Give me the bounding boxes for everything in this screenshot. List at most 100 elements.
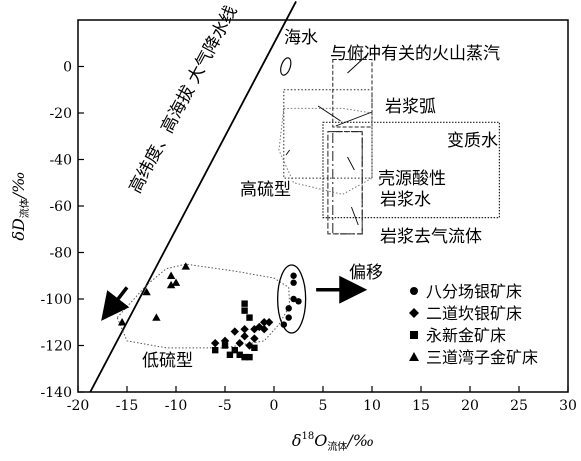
label-metamorphic-water: 变质水 — [447, 131, 498, 151]
label-high-sulfidation: 高硫型 — [240, 180, 291, 200]
x-tick-label: -15 — [116, 398, 139, 414]
label-seawater: 海水 — [284, 28, 318, 48]
x-tick-label: -20 — [67, 398, 90, 414]
y-axis-title: δD流体/‰ — [9, 171, 31, 240]
meteoric-line-layer — [89, 0, 373, 393]
label-felsic-magma-water-line1: 壳源酸性 — [378, 169, 446, 189]
legend-marker-diamond — [409, 308, 419, 318]
legend-marker-square — [410, 331, 418, 339]
y-tick-label: 0 — [63, 60, 72, 76]
y-tick-label: -40 — [49, 153, 72, 169]
legend-marker-circle — [410, 287, 418, 295]
meteoric-arrow — [101, 286, 130, 321]
data-point-diamond — [260, 325, 269, 334]
data-point-square — [221, 342, 229, 349]
x-axis-title: δ18O流体/‰ — [292, 431, 374, 453]
data-point-square — [231, 346, 238, 354]
data-point-diamond — [245, 341, 254, 350]
degassed-leader — [350, 206, 359, 226]
degassed-magma-box — [327, 131, 363, 235]
x-title-sub: 流体 — [327, 440, 347, 453]
series-group — [280, 272, 302, 328]
data-point-diamond — [211, 338, 220, 348]
legend-label: 二道坎银矿床 — [426, 304, 522, 323]
region-boxes — [280, 54, 500, 235]
volcanic-vapor-box — [332, 59, 373, 128]
seawater-ellipse — [280, 57, 292, 76]
data-point-square — [241, 300, 248, 307]
data-point-diamond — [240, 325, 249, 334]
data-point-diamond — [240, 332, 249, 341]
bafenchang-ellipse — [276, 264, 307, 334]
y-tick-label: -120 — [41, 339, 72, 355]
x-tick-label: 10 — [363, 398, 381, 414]
series-group — [212, 300, 258, 361]
high-sulfidation-envelope — [278, 107, 373, 195]
data-point-triangle — [152, 313, 161, 321]
label-low-sulfidation: 低硫型 — [142, 351, 193, 371]
x-tick-label: 0 — [270, 398, 279, 414]
data-point-diamond — [260, 318, 269, 327]
meteoric-water-line — [89, 0, 297, 393]
x-tick-label: 20 — [461, 398, 479, 414]
x-tick-label: -5 — [218, 398, 232, 414]
y-tick-label: -20 — [49, 106, 72, 122]
series-group — [211, 318, 274, 350]
x-tick-label: 15 — [412, 398, 430, 414]
label-shift: 偏移 — [349, 263, 383, 283]
data-point-square — [241, 307, 248, 314]
data-point-circle — [290, 279, 297, 286]
label-volcanic-vapor: 与俯冲有关的火山蒸汽 — [330, 44, 500, 64]
axes-frame: -20 -15 -10 -5 0 5 10 15 20 25 30 -140 -120 -100 -80 -6… — [41, 19, 577, 414]
legend-label: 三道湾子金矿床 — [426, 348, 538, 367]
x-tick-label: 25 — [510, 398, 528, 414]
y-title-base: D — [9, 218, 28, 232]
data-point-square — [236, 351, 243, 358]
data-point-square — [246, 314, 253, 321]
data-point-triangle — [181, 262, 190, 270]
y-tick-label: -60 — [49, 199, 72, 215]
legend-marker-triangle — [409, 352, 419, 361]
x-title-base: O — [314, 431, 327, 450]
y-title-unit: /‰ — [9, 171, 28, 200]
data-point-triangle — [142, 287, 151, 296]
legend-label: 永新金矿床 — [426, 326, 506, 345]
series-group — [117, 262, 190, 326]
legend-label: 八分场银矿床 — [426, 282, 522, 301]
high-sulfidation-leader — [285, 149, 291, 156]
data-point-circle — [290, 272, 297, 279]
label-arc-magma: 岩浆弧 — [385, 97, 436, 117]
label-degassed-magma: 岩浆去气流体 — [380, 227, 482, 247]
data-point-triangle — [117, 318, 127, 326]
x-tick-label: 5 — [319, 398, 328, 414]
data-point-circle — [290, 295, 297, 303]
data-point-diamond — [235, 338, 244, 348]
data-point-triangle — [166, 280, 176, 289]
data-point-triangle — [166, 271, 176, 279]
data-point-square — [246, 353, 253, 361]
x-title-delta: δ — [292, 431, 302, 450]
felsic-magma-water-box — [332, 131, 363, 235]
x-title-unit: /‰ — [345, 431, 374, 450]
data-point-circle — [285, 314, 292, 321]
data-point-square — [251, 344, 258, 352]
data-point-circle — [280, 321, 287, 328]
low-sulfidation-envelope — [116, 263, 291, 349]
data-point-circle — [285, 305, 292, 312]
arc-magma-leader-2 — [317, 105, 341, 122]
volcanic-vapor-leader — [347, 54, 368, 74]
x-tick-label: 30 — [559, 398, 577, 414]
arc-magma-box — [283, 89, 373, 179]
data-point-diamond — [250, 334, 259, 343]
data-point-diamond — [264, 318, 274, 327]
data-point-square — [226, 351, 234, 358]
x-title-sup: 18 — [301, 431, 314, 442]
y-tick-label: -100 — [41, 292, 72, 308]
data-point-diamond — [230, 327, 239, 336]
y-title-sub: 流体 — [18, 198, 31, 218]
data-point-triangle — [171, 278, 181, 286]
label-meteoric-water-line: 高纬度、高海拔 大气降水线 — [126, 2, 242, 196]
metamorphic-water-box — [322, 121, 500, 219]
